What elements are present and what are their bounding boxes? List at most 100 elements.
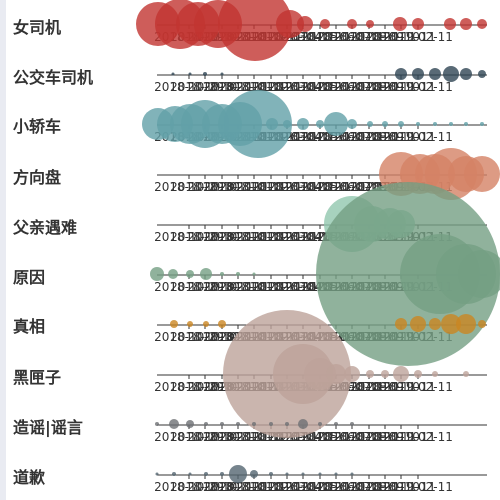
- x-tick-label: 2018-11-04: [252, 180, 322, 194]
- data-bubble: [218, 320, 226, 328]
- x-tick-label: 2018-11-07: [301, 30, 371, 44]
- data-bubble: [229, 465, 247, 483]
- data-bubble: [410, 316, 426, 332]
- data-bubble: [318, 472, 322, 476]
- x-tick-label: 2018-10-29: [154, 430, 224, 444]
- x-tick-label: 2018-11-07: [301, 130, 371, 144]
- x-tick-label: 2019-02-11: [383, 80, 453, 94]
- row-label: 方向盘: [13, 168, 62, 187]
- data-bubble: [304, 358, 336, 390]
- data-bubble: [283, 120, 291, 128]
- data-bubble: [478, 320, 486, 328]
- data-bubble: [187, 321, 193, 327]
- data-bubble: [432, 371, 438, 377]
- data-bubble: [433, 122, 437, 126]
- x-tick-label: 2018-10-30: [170, 330, 240, 344]
- x-tick-label: 2018-11-04: [252, 480, 322, 494]
- row-label: 父亲遇难: [13, 218, 78, 237]
- row-label: 公交车司机: [13, 68, 94, 87]
- x-tick-label: 2018-11-01: [203, 230, 273, 244]
- x-tick-label: 2018-11-06: [285, 180, 355, 194]
- x-tick-label: 2018-11-04: [252, 80, 322, 94]
- x-tick-label: 2018-11-09: [334, 130, 404, 144]
- x-tick-label: 2018-11-08: [317, 480, 387, 494]
- x-tick-label: 2018-11-07: [301, 180, 371, 194]
- x-tick-label: 2018-11-02: [219, 230, 289, 244]
- data-bubble: [324, 112, 348, 136]
- x-tick-label: 2018-11-09: [334, 80, 404, 94]
- bubble-layer: [136, 0, 500, 483]
- data-bubble: [236, 422, 240, 426]
- x-tick-label: 2018-10-31: [187, 80, 257, 94]
- data-bubble: [155, 422, 159, 426]
- x-tick-label: 2018-11-07: [301, 480, 371, 494]
- data-bubble: [203, 72, 207, 76]
- x-tick-label: 2018-10-31: [187, 280, 257, 294]
- row-label: 真相: [13, 317, 46, 336]
- x-tick-label: 2018-10-29: [154, 230, 224, 244]
- data-bubble: [297, 16, 313, 32]
- x-tick-label: 2018-10-29: [154, 280, 224, 294]
- data-bubble: [200, 268, 212, 280]
- data-bubble: [463, 371, 469, 377]
- data-bubble: [412, 18, 424, 30]
- x-tick-label: 2018-11-05: [268, 80, 338, 94]
- x-tick-label: 2018-10-29: [154, 180, 224, 194]
- data-bubble: [220, 72, 224, 76]
- data-bubble: [456, 314, 476, 334]
- data-bubble: [155, 472, 159, 476]
- data-bubble: [441, 314, 461, 334]
- x-tick-label: 2018-11-04: [252, 230, 322, 244]
- x-tick-label: 2018-10-31: [187, 430, 257, 444]
- data-bubble: [334, 472, 338, 476]
- data-bubble: [412, 68, 424, 80]
- data-bubble: [464, 156, 500, 192]
- data-bubble: [203, 321, 209, 327]
- x-tick-label: 2018-10-30: [170, 480, 240, 494]
- data-bubble: [395, 68, 407, 80]
- data-bubble: [186, 270, 194, 278]
- x-tick-label: 2018-11-09: [334, 30, 404, 44]
- x-tick-label: 2018-11-05: [268, 480, 338, 494]
- x-tick-label: 2018-11-10: [350, 380, 420, 394]
- data-bubble: [318, 422, 322, 426]
- data-bubble: [381, 370, 389, 378]
- data-bubble: [347, 119, 357, 129]
- data-bubble: [236, 272, 240, 276]
- data-bubble: [250, 470, 258, 478]
- data-bubble: [480, 122, 484, 126]
- x-tick-label: 2018-10-30: [170, 80, 240, 94]
- x-tick-label: 2018-10-31: [187, 180, 257, 194]
- x-tick-label: 2018-11-09: [334, 430, 404, 444]
- data-bubble: [316, 120, 324, 128]
- row-label: 小轿车: [13, 117, 62, 136]
- data-bubble: [172, 472, 176, 476]
- data-bubble: [171, 72, 175, 76]
- x-tick-label: 2018-11-01: [203, 430, 273, 444]
- x-tick-label: 2018-10-31: [187, 480, 257, 494]
- x-tick-label: 2018-11-07: [301, 80, 371, 94]
- data-bubble: [326, 364, 346, 384]
- data-bubble: [285, 472, 289, 476]
- row-label: 道歉: [13, 468, 46, 487]
- data-bubble: [320, 19, 330, 29]
- x-tick-label: 2018-11-11: [366, 380, 436, 394]
- data-bubble: [350, 422, 354, 426]
- x-tick-label: 2018-11-05: [268, 230, 338, 244]
- data-bubble: [334, 422, 338, 426]
- data-bubble: [204, 422, 208, 426]
- x-tick-label: 2018-11-03: [236, 230, 306, 244]
- x-tick-label: 2018-10-30: [170, 380, 240, 394]
- x-tick-label: 2018-11-10: [350, 80, 420, 94]
- x-tick-label: 2018-11-09: [334, 480, 404, 494]
- data-bubble: [444, 18, 456, 30]
- row-label: 女司机: [13, 18, 62, 37]
- data-bubble: [188, 472, 192, 476]
- row-label: 黑匣子: [13, 368, 62, 387]
- x-tick-label: 2018-11-03: [236, 180, 306, 194]
- data-bubble: [220, 272, 224, 276]
- data-bubble: [443, 66, 459, 82]
- left-edge-strip: [0, 0, 6, 500]
